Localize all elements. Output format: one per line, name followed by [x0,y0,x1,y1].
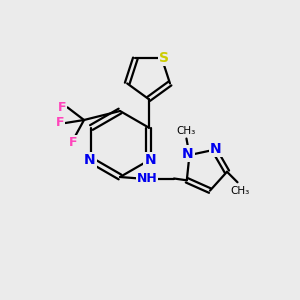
Text: N: N [144,154,156,167]
Text: CH₃: CH₃ [177,126,196,136]
Text: CH₃: CH₃ [230,186,250,196]
Text: N: N [84,154,96,167]
Text: S: S [159,51,169,65]
Text: F: F [58,101,66,114]
Text: NH: NH [136,172,158,185]
Text: N: N [210,142,222,156]
Text: F: F [69,136,78,149]
Text: N: N [182,146,194,161]
Text: F: F [56,116,64,130]
